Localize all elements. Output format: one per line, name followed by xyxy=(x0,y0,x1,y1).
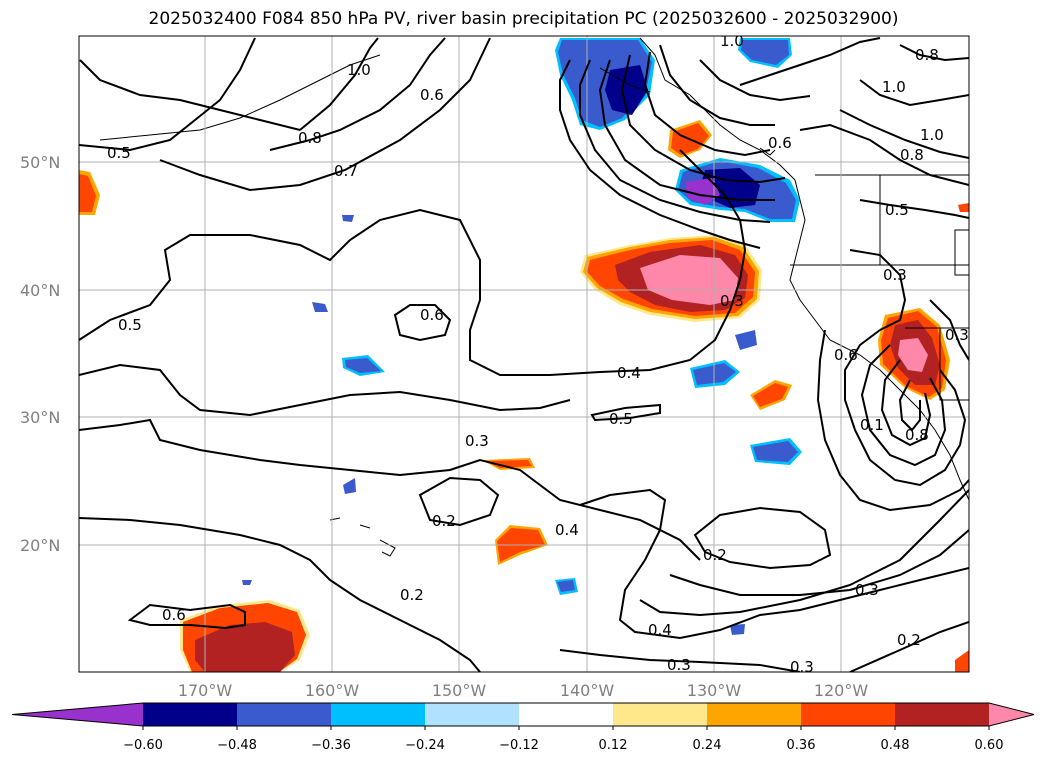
contour-label: 0.2 xyxy=(400,586,424,604)
contour-label: 0.8 xyxy=(900,146,924,164)
lon-label-150w: 150°W xyxy=(432,681,487,700)
colorbar-segment xyxy=(143,703,238,726)
contour-label: 0.6 xyxy=(420,86,444,104)
colorbar: −0.60 −0.48 −0.36 −0.24 −0.12 0.12 0.24 0.36 0.4… xyxy=(11,702,1035,753)
colorbar-segment xyxy=(707,703,802,726)
colorbar-tick-label: −0.36 xyxy=(311,738,351,753)
gridlines xyxy=(79,36,969,672)
lon-label-140w: 140°W xyxy=(560,681,615,700)
contour-label: 0.2 xyxy=(703,546,727,564)
contour-label: 0.3 xyxy=(855,581,879,599)
lon-label-130w: 130°W xyxy=(687,681,742,700)
colorbar-tick-label: 0.24 xyxy=(693,738,722,753)
colorbar-segment xyxy=(331,703,426,726)
contour-label: 1.0 xyxy=(882,78,906,96)
lon-label-170w: 170°W xyxy=(178,681,233,700)
map-frame xyxy=(78,35,970,673)
contour-label: 0.3 xyxy=(720,292,744,310)
contour-label: 0.4 xyxy=(617,364,641,382)
colorbar-segment xyxy=(801,703,896,726)
contour-label: 0.4 xyxy=(648,621,672,639)
colorbar-segment xyxy=(425,703,520,726)
colorbar-segment xyxy=(895,703,990,726)
colorbar-tick-label: −0.24 xyxy=(405,738,445,753)
contour-label: 0.6 xyxy=(162,606,186,624)
contour-label: 0.6 xyxy=(768,134,792,152)
map-title: 2025032400 F084 850 hPa PV, river basin … xyxy=(148,9,899,29)
lat-label-30n: 30°N xyxy=(20,408,60,427)
colorbar-segment xyxy=(613,703,708,726)
contour-label: 0.5 xyxy=(118,316,142,334)
colorbar-segment xyxy=(519,703,614,726)
colorbar-extend-low xyxy=(12,703,143,726)
contour-label: 0.8 xyxy=(298,129,322,147)
lat-label-40n: 40°N xyxy=(20,281,60,300)
contour-label: 1.0 xyxy=(720,32,744,50)
contour-label: 0.7 xyxy=(334,162,358,180)
latitude-labels: 50°N 40°N 30°N 20°N xyxy=(20,153,60,555)
colorbar-tick-label: 0.48 xyxy=(881,738,910,753)
contour-label: 0.8 xyxy=(915,46,939,64)
contour-label: 0.8 xyxy=(905,426,929,444)
colorbar-tick-label: 0.60 xyxy=(975,738,1004,753)
colorbar-tick-label: −0.60 xyxy=(123,738,163,753)
contour-label: 0.3 xyxy=(667,656,691,674)
contour-label: 0.6 xyxy=(420,306,444,324)
contour-label: 0.2 xyxy=(897,631,921,649)
contour-label: 0.1 xyxy=(860,416,884,434)
contour-label: 0.6 xyxy=(834,346,858,364)
lon-label-160w: 160°W xyxy=(305,681,360,700)
colorbar-tick-label: −0.12 xyxy=(499,738,539,753)
colorbar-tick-label: 0.12 xyxy=(599,738,628,753)
contour-label: 0.3 xyxy=(465,432,489,450)
colorbar-tick-label: 0.36 xyxy=(787,738,816,753)
contour-labels: 0.5 0.8 0.7 0.6 1.0 0.6 0.5 0.6 0.4 0.5 … xyxy=(107,32,969,676)
contour-label: 0.5 xyxy=(885,201,909,219)
longitude-labels: 170°W 160°W 150°W 140°W 130°W 120°W xyxy=(178,681,869,700)
contour-label: 0.5 xyxy=(107,144,131,162)
contour-label: 1.0 xyxy=(920,126,944,144)
colorbar-tick-label: −0.48 xyxy=(217,738,257,753)
colorbar-segment xyxy=(237,703,332,726)
contour-label: 1.0 xyxy=(347,61,371,79)
pv-contours xyxy=(79,37,969,672)
coastlines xyxy=(99,37,969,557)
contour-label: 0.3 xyxy=(883,266,907,284)
lon-label-120w: 120°W xyxy=(814,681,869,700)
colorbar-extend-high xyxy=(989,703,1034,726)
contour-label: 0.5 xyxy=(609,410,633,428)
contour-label: 0.4 xyxy=(555,521,579,539)
contour-label: 0.3 xyxy=(790,658,814,676)
contour-label: 0.3 xyxy=(945,326,969,344)
lat-label-50n: 50°N xyxy=(20,153,60,172)
lat-label-20n: 20°N xyxy=(20,536,60,555)
contour-label: 0.2 xyxy=(432,512,456,530)
